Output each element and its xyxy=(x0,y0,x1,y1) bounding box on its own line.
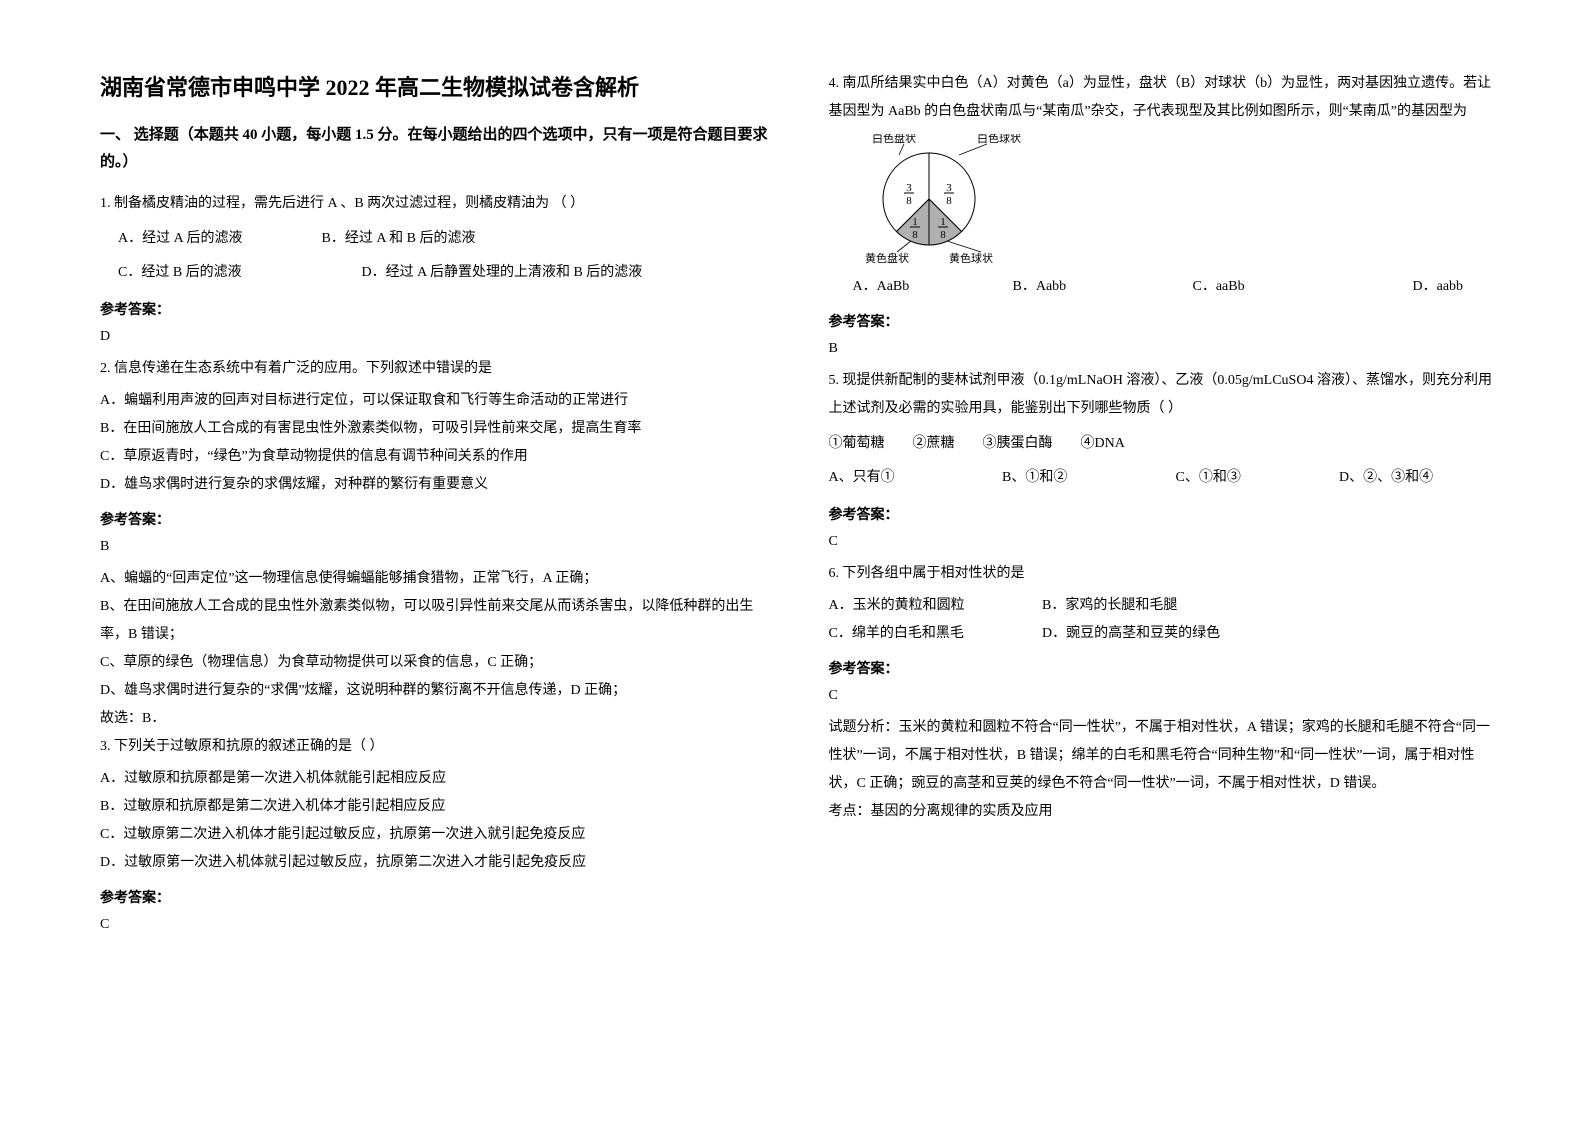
q4-answer-label: 参考答案： xyxy=(829,311,1498,331)
q4-stem: 4. 南瓜所结果实中白色（A）对黄色（a）为显性，盘状（B）对球状（b）为显性，… xyxy=(829,70,1498,126)
svg-text:3: 3 xyxy=(946,182,952,194)
page-container: 湖南省常德市申鸣中学 2022 年高二生物模拟试卷含解析 一、 选择题（本题共 … xyxy=(0,0,1587,983)
q2-exp-end: 故选：B． xyxy=(100,705,769,733)
q6-opt-b: B．家鸡的长腿和毛腿 xyxy=(1042,598,1177,613)
q6-answer: C xyxy=(829,688,1498,704)
q1-opt-c: C．经过 B 后的滤液 xyxy=(118,256,358,290)
q3-opt-a: A．过敏原和抗原都是第一次进入机体就能引起相应反应 xyxy=(100,765,769,793)
svg-text:1: 1 xyxy=(912,216,918,228)
svg-text:8: 8 xyxy=(946,195,952,207)
q6-answer-label: 参考答案： xyxy=(829,658,1498,678)
q6-point: 考点：基因的分离规律的实质及应用 xyxy=(829,798,1498,826)
q3-opt-d: D．过敏原第一次进入机体就引起过敏反应，抗原第二次进入才能引起免疫反应 xyxy=(100,849,769,877)
q2-answer: B xyxy=(100,539,769,555)
q6-opt-d: D．豌豆的高茎和豆荚的绿色 xyxy=(1042,626,1220,641)
q4-answer: B xyxy=(829,341,1498,357)
q1-opt-b: B．经过 A 和 B 后的滤液 xyxy=(322,231,476,246)
q3-opt-b: B．过敏原和抗原都是第二次进入机体才能引起相应反应 xyxy=(100,793,769,821)
svg-text:白色球状: 白色球状 xyxy=(977,134,1021,145)
q4-opt-b: B．Aabb xyxy=(1013,273,1193,301)
q1-options-row2: C．经过 B 后的滤液 D．经过 A 后静置处理的上清液和 B 后的滤液 xyxy=(100,256,769,290)
q2-exp-a: A、蝙蝠的“回声定位”这一物理信息使得蝙蝠能够捕食猎物，正常飞行，A 正确； xyxy=(100,565,769,593)
q5-answer: C xyxy=(829,534,1498,550)
svg-text:黄色盘状: 黄色盘状 xyxy=(865,251,909,264)
q6-opt-a: A．玉米的黄粒和圆粒 xyxy=(829,592,1039,620)
q6-stem: 6. 下列各组中属于相对性状的是 xyxy=(829,560,1498,588)
exam-title: 湖南省常德市申鸣中学 2022 年高二生物模拟试卷含解析 xyxy=(100,70,769,102)
q6-opt-c: C．绵羊的白毛和黑毛 xyxy=(829,620,1039,648)
q2-opt-d: D．雄鸟求偶时进行复杂的求偶炫耀，对种群的繁衍有重要意义 xyxy=(100,471,769,499)
q1-opt-d: D．经过 A 后静置处理的上清液和 B 后的滤液 xyxy=(362,265,643,280)
q5-opt-c: C、①和③ xyxy=(1176,461,1336,495)
svg-text:白色盘状: 白色盘状 xyxy=(872,134,916,145)
q4-opt-a: A．AaBb xyxy=(853,273,1013,301)
q3-answer-label: 参考答案： xyxy=(100,887,769,907)
q5-options: A、只有① B、①和② C、①和③ D、②、③和④ xyxy=(829,461,1498,495)
q6-options-row2: C．绵羊的白毛和黑毛 D．豌豆的高茎和豆荚的绿色 xyxy=(829,620,1498,648)
q4-pie-chart: 38381818白色盘状白色球状黄色盘状黄色球状 xyxy=(859,134,1498,269)
svg-text:8: 8 xyxy=(906,195,912,207)
q3-answer: C xyxy=(100,917,769,933)
q1-stem: 1. 制备橘皮精油的过程，需先后进行 A 、B 两次过滤过程，则橘皮精油为 （ … xyxy=(100,190,769,218)
q5-opt-d: D、②、③和④ xyxy=(1339,470,1433,485)
q3-opt-c: C．过敏原第二次进入机体才能引起过敏反应，抗原第一次进入就引起免疫反应 xyxy=(100,821,769,849)
q5-opt-b: B、①和② xyxy=(1002,461,1172,495)
left-column: 湖南省常德市申鸣中学 2022 年高二生物模拟试卷含解析 一、 选择题（本题共 … xyxy=(100,70,769,943)
q1-opt-a: A．经过 A 后的滤液 xyxy=(118,222,318,256)
q5-items: ①葡萄糖 ②蔗糖 ③胰蛋白酶 ④DNA xyxy=(829,427,1498,461)
q2-opt-b: B．在田间施放人工合成的有害昆虫性外激素类似物，可吸引异性前来交尾，提高生育率 xyxy=(100,415,769,443)
q3-stem: 3. 下列关于过敏原和抗原的叙述正确的是（ ） xyxy=(100,733,769,761)
q4-opt-c: C．aaBb xyxy=(1193,273,1413,301)
svg-text:1: 1 xyxy=(940,216,946,228)
right-column: 4. 南瓜所结果实中白色（A）对黄色（a）为显性，盘状（B）对球状（b）为显性，… xyxy=(829,70,1498,943)
svg-text:8: 8 xyxy=(912,229,918,241)
svg-text:黄色球状: 黄色球状 xyxy=(949,251,993,264)
q4-options: A．AaBb B．Aabb C．aaBb D．aabb xyxy=(829,273,1498,301)
svg-text:8: 8 xyxy=(940,229,946,241)
section-header: 一、 选择题（本题共 40 小题，每小题 1.5 分。在每小题给出的四个选项中，… xyxy=(100,122,769,176)
svg-text:3: 3 xyxy=(906,182,912,194)
q2-opt-a: A．蝙蝠利用声波的回声对目标进行定位，可以保证取食和飞行等生命活动的正常进行 xyxy=(100,387,769,415)
q6-options-row1: A．玉米的黄粒和圆粒 B．家鸡的长腿和毛腿 xyxy=(829,592,1498,620)
q5-answer-label: 参考答案： xyxy=(829,504,1498,524)
q2-stem: 2. 信息传递在生态系统中有着广泛的应用。下列叙述中错误的是 xyxy=(100,355,769,383)
q1-options-row1: A．经过 A 后的滤液 B．经过 A 和 B 后的滤液 xyxy=(100,222,769,256)
q1-answer: D xyxy=(100,329,769,345)
q1-answer-label: 参考答案： xyxy=(100,299,769,319)
q2-exp-d: D、雄鸟求偶时进行复杂的“求偶”炫耀，这说明种群的繁衍离不开信息传递，D 正确； xyxy=(100,677,769,705)
q4-opt-d: D．aabb xyxy=(1413,273,1553,301)
q2-opt-c: C．草原返青时，“绿色”为食草动物提供的信息有调节种间关系的作用 xyxy=(100,443,769,471)
q2-exp-c: C、草原的绿色（物理信息）为食草动物提供可以采食的信息，C 正确； xyxy=(100,649,769,677)
q2-exp-b: B、在田间施放人工合成的昆虫性外激素类似物，可以吸引异性前来交尾从而诱杀害虫，以… xyxy=(100,593,769,649)
pie-chart-svg: 38381818白色盘状白色球状黄色盘状黄色球状 xyxy=(859,134,1039,264)
q5-stem: 5. 现提供新配制的斐林试剂甲液（0.1g/mLNaOH 溶液）、乙液（0.05… xyxy=(829,367,1498,423)
q5-opt-a: A、只有① xyxy=(829,461,999,495)
q6-explain: 试题分析：玉米的黄粒和圆粒不符合“同一性状”，不属于相对性状，A 错误；家鸡的长… xyxy=(829,714,1498,798)
q2-answer-label: 参考答案： xyxy=(100,509,769,529)
